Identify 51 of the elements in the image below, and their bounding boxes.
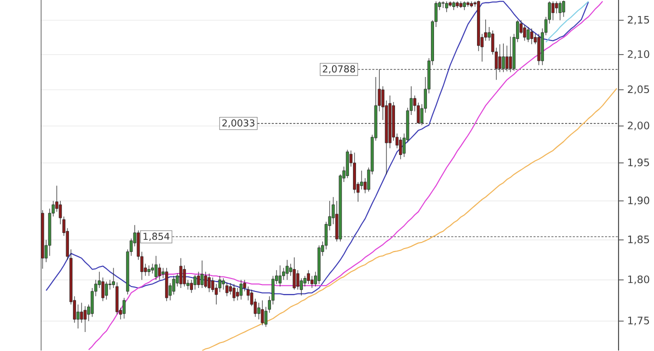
y-tick-label: 2,00 xyxy=(628,122,650,131)
candlestick xyxy=(147,265,150,276)
y-tick-label: 2,10 xyxy=(628,50,650,60)
candlestick xyxy=(194,274,197,290)
candlestick xyxy=(260,300,264,326)
ref-line-label: 2,0033 xyxy=(222,119,254,128)
y-tick-label: 1,80 xyxy=(628,276,650,284)
candlestick xyxy=(505,45,508,72)
candlestick xyxy=(240,280,243,300)
candlestick xyxy=(76,304,80,329)
candlestick xyxy=(154,256,158,280)
candlestick xyxy=(555,1,558,14)
candlestick xyxy=(158,264,162,280)
y-tick-label: 1,90 xyxy=(628,196,650,206)
candlestick xyxy=(526,26,530,43)
candlestick xyxy=(179,258,182,288)
candlestick xyxy=(225,282,228,297)
candlestick xyxy=(508,36,512,73)
candlestick xyxy=(558,1,562,21)
line-series xyxy=(545,1,589,43)
candlestick xyxy=(346,150,349,179)
candlestick xyxy=(80,302,84,324)
candlestick xyxy=(104,281,108,300)
candlestick xyxy=(286,260,289,280)
candlestick xyxy=(537,34,540,66)
candlestick xyxy=(502,43,505,73)
candlestick xyxy=(498,44,502,73)
candlestick xyxy=(551,1,554,21)
candlestick xyxy=(84,306,87,332)
candlestick xyxy=(278,265,282,287)
y-tick-label: 1,95 xyxy=(628,158,649,168)
y-tick-label: 2,05 xyxy=(628,86,649,94)
candlestick xyxy=(200,260,204,288)
y-tick-label: 1,85 xyxy=(628,236,649,244)
candlestick xyxy=(530,28,534,45)
candlestick xyxy=(562,0,566,18)
candlestick xyxy=(292,257,296,290)
candlestick xyxy=(445,1,448,13)
candlestick xyxy=(182,265,186,287)
candlestick xyxy=(399,137,402,160)
candlestick xyxy=(122,298,126,320)
ref-line-label: 2,0788 xyxy=(322,65,356,74)
y-tick-label: 1,75 xyxy=(628,316,649,326)
candlestick xyxy=(236,288,240,301)
candlestick xyxy=(232,284,236,302)
y-tick-label: 2,15 xyxy=(628,16,649,25)
candlestick xyxy=(306,270,310,284)
ref-line-label: 1,854 xyxy=(144,232,170,242)
candlestick xyxy=(150,264,154,274)
candlestick xyxy=(197,272,200,288)
candlestick xyxy=(208,273,211,293)
